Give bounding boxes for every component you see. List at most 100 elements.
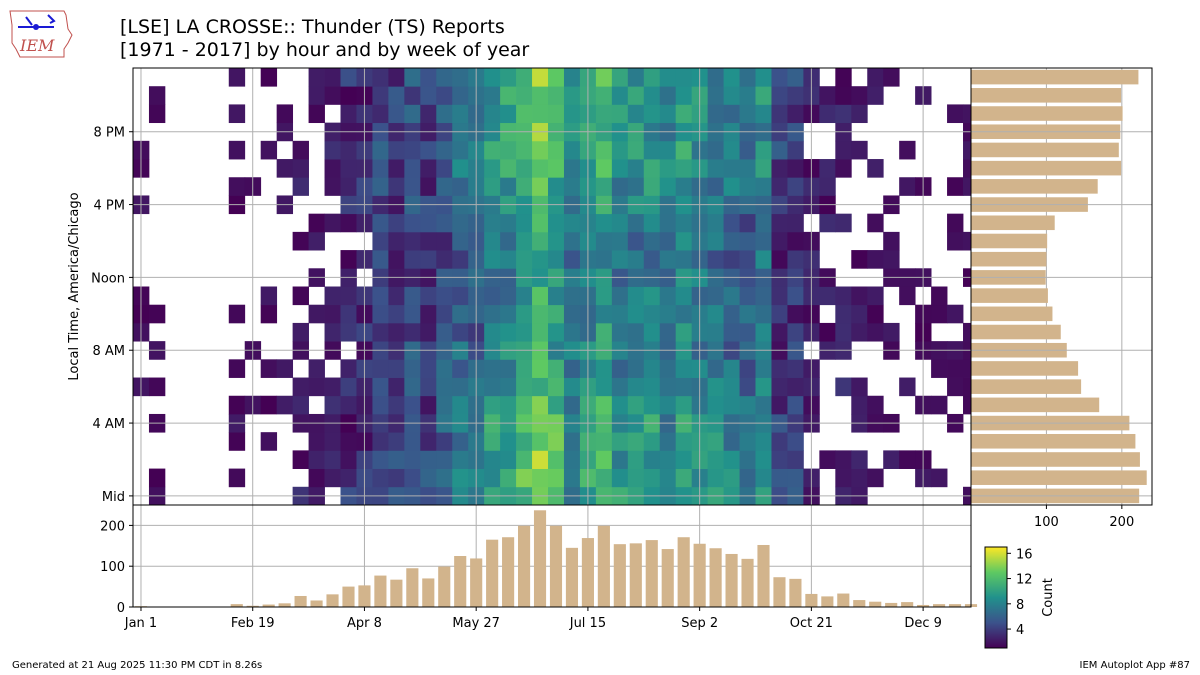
heatmap-cell — [372, 432, 389, 451]
heatmap-cell — [308, 104, 325, 124]
hour-bar — [971, 106, 1123, 121]
heatmap-cell — [707, 322, 724, 342]
hour-bar-tick-label: 200 — [1109, 515, 1134, 530]
heatmap-cell — [739, 377, 756, 397]
heatmap-cell — [723, 450, 740, 469]
heatmap-cell — [532, 159, 549, 178]
heatmap-cell — [707, 86, 724, 105]
heatmap-cell — [532, 377, 549, 397]
heatmap-cell — [675, 377, 693, 397]
week-bar — [645, 540, 658, 607]
y-tick-label: Noon — [91, 271, 125, 286]
heatmap-cell — [548, 468, 565, 488]
hour-bar — [971, 452, 1140, 467]
heatmap-cell — [867, 304, 884, 324]
week-bar-tick-label: 100 — [100, 560, 125, 575]
heatmap-cell — [611, 286, 629, 306]
heatmap-cell — [563, 286, 581, 306]
heatmap-cell — [532, 86, 549, 105]
heatmap-cell — [627, 432, 645, 451]
week-bar — [358, 585, 371, 607]
heatmap-cell — [739, 322, 756, 342]
heatmap-cell — [819, 177, 836, 196]
heatmap-cell — [228, 140, 246, 160]
heatmap-cell — [707, 359, 724, 378]
heatmap-cell — [707, 377, 724, 397]
heatmap-cell — [548, 104, 565, 124]
heatmap-cell — [707, 159, 724, 178]
x-tick-label: Apr 8 — [347, 616, 382, 631]
heatmap-cell — [372, 377, 389, 397]
heatmap-cell — [404, 250, 421, 269]
week-bar — [422, 578, 435, 607]
heatmap-cell — [899, 450, 916, 469]
heatmap-cell — [835, 140, 852, 160]
heatmap-cell — [659, 86, 677, 105]
heatmap-cell — [228, 304, 246, 324]
y-axis-label: Local Time, America/Chicago — [67, 192, 82, 380]
week-bar — [518, 525, 531, 607]
heatmap-cell — [819, 104, 836, 124]
heatmap-cell — [516, 359, 533, 378]
heatmap-cell — [595, 450, 613, 469]
heatmap-cell — [420, 104, 437, 124]
hour-bar-panel: 100 200 — [970, 67, 1153, 530]
heatmap-cell — [148, 377, 166, 397]
heatmap-cell — [436, 432, 453, 451]
heatmap-cell — [755, 468, 772, 488]
heatmap-cell — [563, 104, 581, 124]
heatmap-cell — [436, 395, 453, 415]
heatmap-cell — [324, 377, 341, 397]
heatmap-cell — [723, 377, 740, 397]
heatmap-cell — [611, 159, 629, 178]
heatmap-cell — [643, 177, 661, 196]
heatmap-cell — [388, 159, 405, 178]
heatmap-cell — [643, 231, 661, 251]
heatmap-cell — [340, 213, 357, 233]
heatmap-cell — [452, 395, 469, 415]
heatmap-cell — [308, 86, 325, 105]
heatmap-cell — [404, 322, 421, 342]
heatmap-cell — [500, 140, 517, 160]
heatmap-cell — [771, 395, 788, 415]
heatmap-cell — [340, 140, 357, 160]
heatmap-cell — [420, 213, 437, 233]
heatmap-cell — [388, 104, 405, 124]
heatmap-cell — [659, 359, 677, 378]
heatmap-cell — [420, 177, 437, 196]
heatmap-cell — [563, 377, 581, 397]
heatmap-cell — [420, 304, 437, 324]
heatmap-cell — [787, 140, 804, 160]
heatmap-cell — [611, 377, 629, 397]
week-bar — [262, 604, 275, 607]
heatmap-cell — [532, 468, 549, 488]
heatmap-cell — [436, 250, 453, 269]
heatmap-cell — [324, 322, 341, 342]
heatmap-cell — [532, 68, 549, 87]
heatmap-cell — [292, 395, 309, 415]
heatmap-cell — [516, 68, 533, 87]
heatmap-cell — [739, 231, 756, 251]
heatmap-cell — [436, 213, 453, 233]
heatmap-cell — [771, 104, 788, 124]
heatmap-cell — [228, 432, 246, 451]
heatmap-cell — [675, 213, 693, 233]
heatmap-cell — [484, 450, 501, 469]
heatmap-cell — [931, 359, 948, 378]
heatmap-cell — [771, 359, 788, 378]
heatmap-cell — [707, 140, 724, 160]
heatmap-cell — [611, 231, 629, 251]
week-bar — [869, 601, 882, 607]
heatmap-cell — [723, 359, 740, 378]
heatmap-cell — [372, 231, 389, 251]
heatmap-cell — [404, 177, 421, 196]
heatmap-cell — [675, 140, 693, 160]
heatmap-cell — [404, 432, 421, 451]
heatmap-cell — [611, 322, 629, 342]
heatmap-cell — [787, 250, 804, 269]
heatmap-cell — [627, 177, 645, 196]
heatmap-cell — [611, 304, 629, 324]
heatmap-cell — [340, 322, 357, 342]
heatmap-cell — [787, 450, 804, 469]
heatmap-cell — [851, 286, 868, 306]
